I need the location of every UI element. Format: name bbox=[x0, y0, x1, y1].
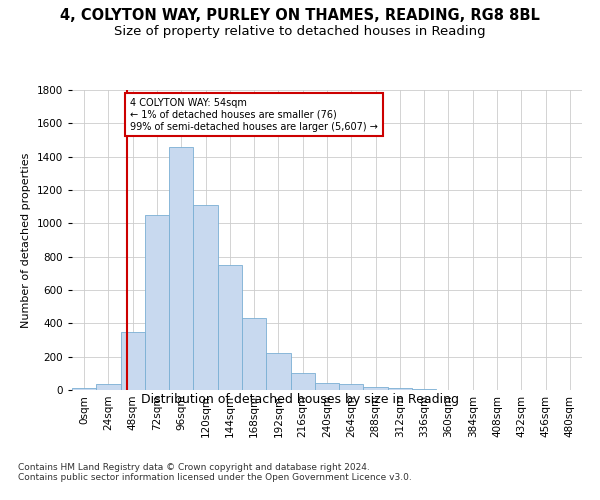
Text: 4 COLYTON WAY: 54sqm
← 1% of detached houses are smaller (76)
99% of semi-detach: 4 COLYTON WAY: 54sqm ← 1% of detached ho… bbox=[130, 98, 378, 132]
Bar bbox=[145, 215, 169, 390]
Bar bbox=[193, 205, 218, 390]
Bar bbox=[121, 332, 145, 390]
Bar bbox=[412, 389, 436, 390]
Y-axis label: Number of detached properties: Number of detached properties bbox=[21, 152, 31, 328]
Bar bbox=[315, 382, 339, 390]
Bar bbox=[72, 388, 96, 390]
Bar bbox=[290, 372, 315, 390]
Text: Size of property relative to detached houses in Reading: Size of property relative to detached ho… bbox=[114, 25, 486, 38]
Text: 4, COLYTON WAY, PURLEY ON THAMES, READING, RG8 8BL: 4, COLYTON WAY, PURLEY ON THAMES, READIN… bbox=[60, 8, 540, 22]
Bar bbox=[339, 384, 364, 390]
Bar bbox=[388, 388, 412, 390]
Bar bbox=[218, 265, 242, 390]
Bar bbox=[266, 354, 290, 390]
Text: Distribution of detached houses by size in Reading: Distribution of detached houses by size … bbox=[141, 392, 459, 406]
Bar bbox=[169, 146, 193, 390]
Text: Contains HM Land Registry data © Crown copyright and database right 2024.
Contai: Contains HM Land Registry data © Crown c… bbox=[18, 462, 412, 482]
Bar bbox=[364, 386, 388, 390]
Bar bbox=[96, 384, 121, 390]
Bar bbox=[242, 318, 266, 390]
